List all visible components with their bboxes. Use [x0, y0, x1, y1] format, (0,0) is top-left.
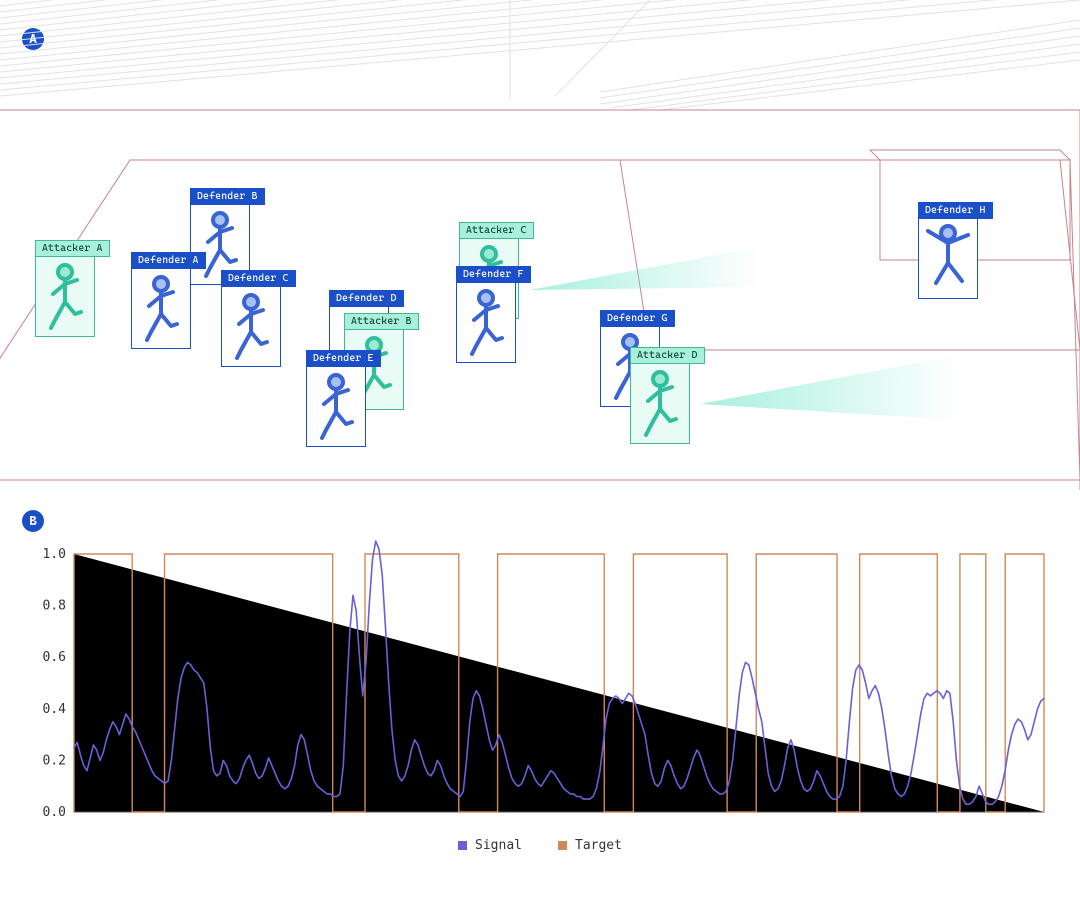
player-body [221, 287, 281, 367]
player-label: Defender H [918, 202, 993, 219]
legend-target-swatch [558, 841, 567, 850]
player-body [35, 257, 95, 337]
player-label: Defender B [190, 188, 265, 205]
player-body [456, 283, 516, 363]
player-body [630, 364, 690, 444]
legend-target-label: Target [575, 838, 622, 853]
player-body [918, 219, 978, 299]
player-label: Attacker A [35, 240, 110, 257]
player-label: Defender C [221, 270, 296, 287]
player-box-attacker-a: Attacker A [35, 240, 110, 337]
panel-b-label: B [29, 514, 37, 529]
player-body [131, 269, 191, 349]
player-box-defender-e: Defender E [306, 350, 381, 447]
players-layer: Attacker A Defender A Defender B Defende… [0, 0, 1080, 490]
player-label: Defender A [131, 252, 206, 269]
legend-signal: Signal [458, 838, 522, 853]
player-box-defender-a: Defender A [131, 252, 206, 349]
ytick-label: 1.0 [43, 547, 66, 562]
legend-target: Target [558, 838, 622, 853]
player-box-attacker-d: Attacker D [630, 347, 705, 444]
soccer-snapshot-panel: Attacker A Defender A Defender B Defende… [0, 0, 1080, 490]
ytick-label: 0.8 [43, 599, 66, 614]
panel-b-badge: B [22, 510, 44, 532]
player-box-defender-f: Defender F [456, 266, 531, 363]
player-label: Attacker B [344, 313, 419, 330]
ytick-label: 0.0 [43, 805, 66, 820]
player-label: Defender E [306, 350, 381, 367]
signal-chart-panel: 0.0 0.2 0.4 0.6 0.8 1.0 Signal Target [30, 540, 1050, 870]
chart-legend: Signal Target [30, 838, 1050, 853]
player-label: Defender D [329, 290, 404, 307]
ytick-label: 0.6 [43, 650, 66, 665]
ytick-label: 0.2 [43, 753, 66, 768]
player-box-defender-c: Defender C [221, 270, 296, 367]
player-body [306, 367, 366, 447]
player-label: Defender F [456, 266, 531, 283]
player-label: Defender G [600, 310, 675, 327]
player-label: Attacker D [630, 347, 705, 364]
chart-svg: 0.0 0.2 0.4 0.6 0.8 1.0 [30, 540, 1050, 830]
player-box-defender-h: Defender H [918, 202, 993, 299]
player-label: Attacker C [459, 222, 534, 239]
legend-signal-swatch [458, 841, 467, 850]
legend-signal-label: Signal [475, 838, 522, 853]
ytick-label: 0.4 [43, 702, 67, 717]
